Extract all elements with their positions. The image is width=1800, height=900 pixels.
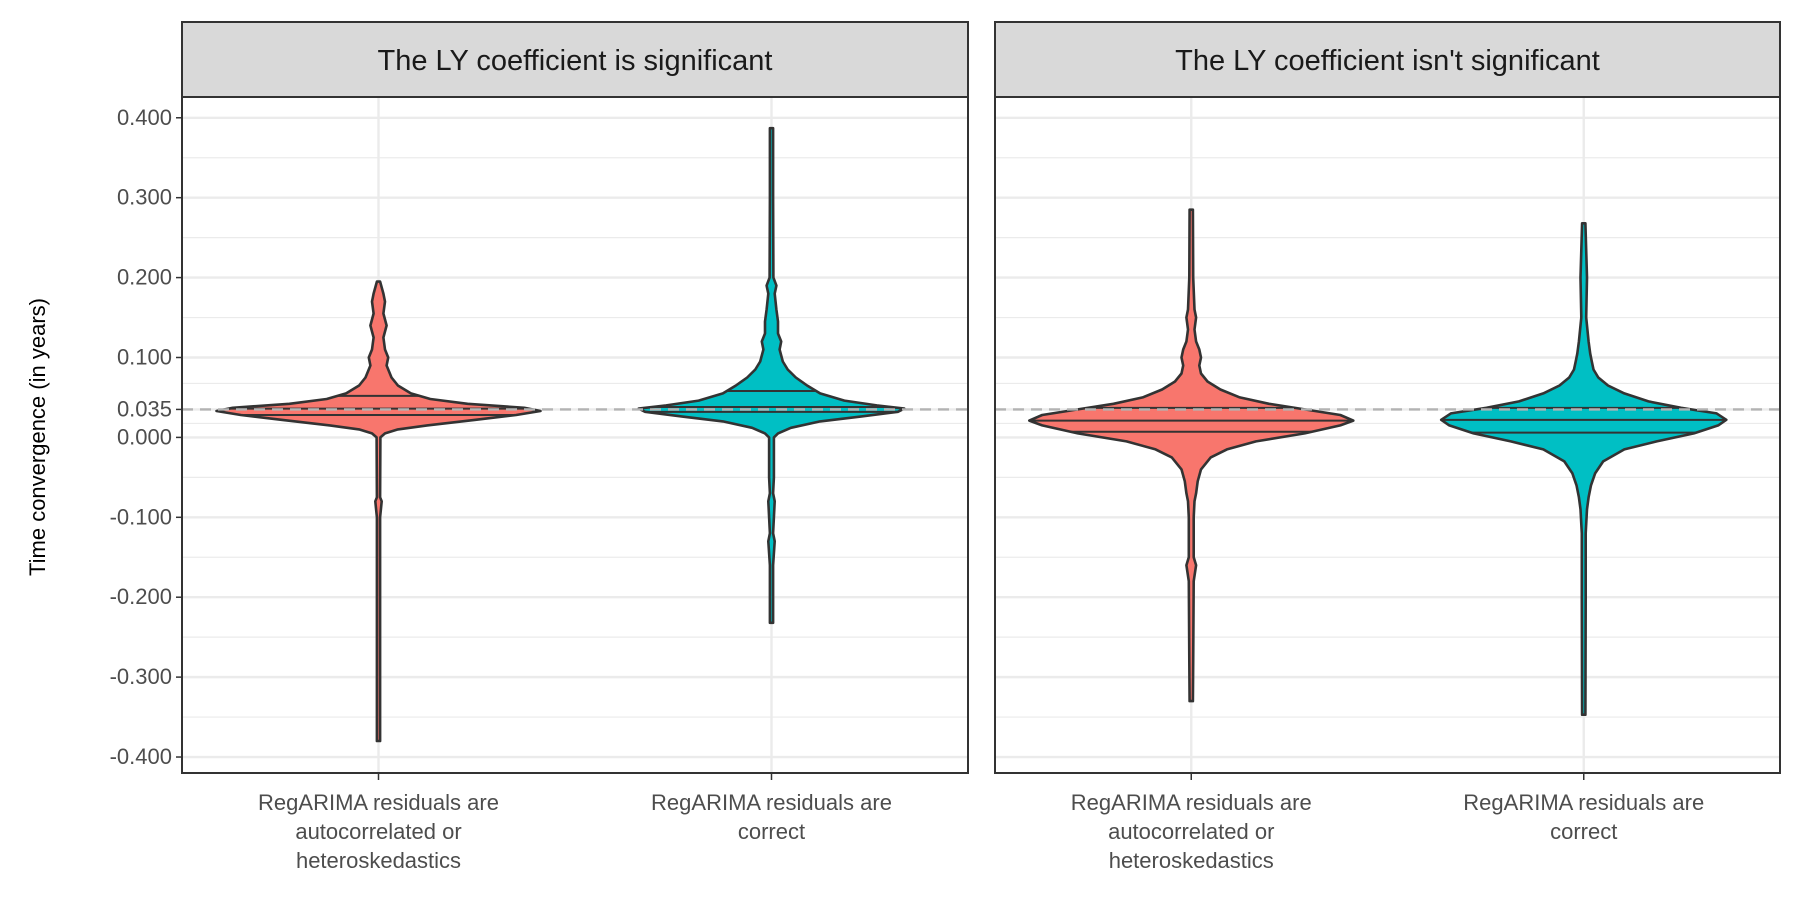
y-tick-label: -0.400 (110, 744, 172, 769)
y-tick-label: -0.100 (110, 504, 172, 529)
x-category-label: RegARIMA residuals are (651, 790, 892, 815)
facet-panel: The LY coefficient isn't significant RegA… (994, 21, 1781, 873)
y-tick-label: 0.200 (117, 265, 172, 290)
violin-shape (1439, 222, 1728, 716)
y-tick-label: -0.300 (110, 664, 172, 689)
y-axis-title: Time convergence (in years) (25, 298, 50, 576)
x-category-label: RegARIMA residuals are (258, 790, 499, 815)
x-category-label: correct (1550, 819, 1617, 844)
violin-shape (1028, 208, 1355, 703)
violin-shape (215, 280, 542, 743)
x-category-label: heteroskedastics (1109, 848, 1274, 873)
y-tick-label: 0.035 (117, 396, 172, 421)
facet-title: The LY coefficient isn't significant (1175, 45, 1600, 77)
strip-background (994, 21, 1781, 98)
panel-background (182, 97, 968, 773)
y-tick-label: 0.100 (117, 344, 172, 369)
facet-panel: The LY coefficient is significant RegARIM… (181, 21, 969, 873)
x-category-label: correct (738, 819, 805, 844)
y-tick-label: 0.300 (117, 185, 172, 210)
y-tick-label: 0.000 (117, 424, 172, 449)
x-category-label: heteroskedastics (296, 848, 461, 873)
facet-title: The LY coefficient is significant (378, 45, 773, 77)
y-tick-label: 0.400 (117, 105, 172, 130)
x-category-label: RegARIMA residuals are (1463, 790, 1704, 815)
x-category-label: autocorrelated or (295, 819, 461, 844)
y-tick-label: -0.200 (110, 584, 172, 609)
violin-shape (637, 126, 906, 625)
x-category-label: autocorrelated or (1108, 819, 1274, 844)
x-category-label: RegARIMA residuals are (1071, 790, 1312, 815)
strip-background (181, 21, 969, 98)
